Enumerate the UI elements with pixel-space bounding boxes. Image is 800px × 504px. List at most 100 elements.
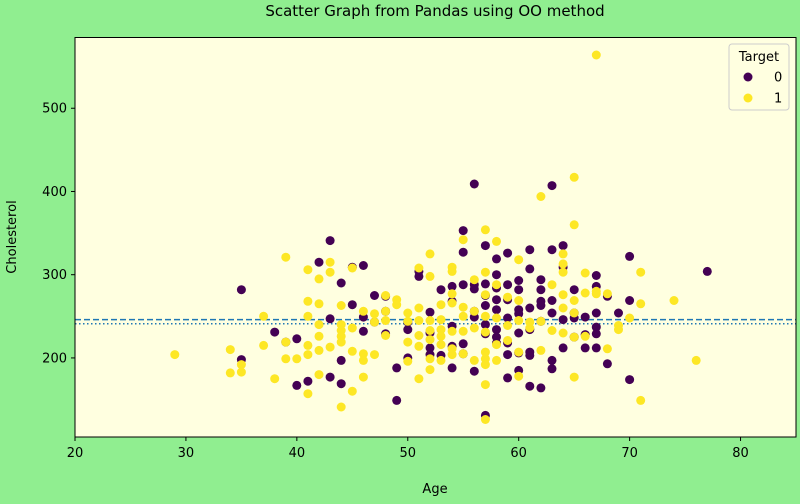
x-tick-label: 30 (178, 446, 195, 461)
point-target-1 (303, 389, 313, 399)
point-target-0 (547, 364, 557, 374)
legend: Target 0 1 (728, 43, 790, 111)
point-target-1 (314, 274, 324, 284)
point-target-1 (536, 316, 546, 326)
point-target-1 (314, 320, 324, 330)
x-tick-label: 50 (399, 446, 416, 461)
point-target-1 (358, 372, 368, 382)
point-target-1 (492, 355, 501, 365)
point-target-1 (569, 172, 579, 182)
point-target-1 (325, 267, 335, 277)
point-target-1 (536, 192, 546, 201)
point-target-1 (436, 331, 446, 341)
point-target-0 (514, 328, 524, 338)
point-target-1 (503, 292, 513, 302)
point-target-1 (458, 235, 468, 245)
point-target-1 (558, 303, 568, 313)
point-target-1 (558, 267, 568, 277)
point-target-0 (270, 327, 280, 337)
point-target-0 (525, 264, 535, 274)
point-target-1 (347, 346, 357, 356)
point-target-1 (414, 263, 424, 273)
point-target-1 (281, 354, 291, 364)
legend-box (728, 43, 790, 111)
point-target-0 (569, 285, 579, 295)
point-target-0 (336, 379, 346, 389)
x-axis-ticks: 20 30 40 50 60 70 80 (67, 437, 749, 461)
point-target-1 (447, 298, 457, 308)
y-axis-label: Cholesterol (5, 200, 20, 273)
point-target-0 (591, 329, 601, 339)
point-target-0 (492, 325, 501, 335)
point-target-1 (170, 350, 180, 360)
point-target-0 (614, 308, 623, 318)
point-target-0 (558, 343, 568, 353)
point-target-1 (281, 252, 291, 262)
point-target-1 (614, 325, 623, 335)
data-points (170, 50, 712, 424)
point-target-1 (425, 365, 435, 375)
point-target-1 (370, 350, 379, 360)
point-target-0 (503, 350, 513, 360)
point-target-1 (370, 317, 379, 327)
point-target-1 (492, 236, 501, 246)
point-target-0 (358, 261, 368, 270)
y-tick-label: 200 (42, 351, 67, 366)
point-target-1 (503, 336, 513, 345)
x-tick-label: 60 (510, 446, 527, 461)
plot-frame (74, 37, 797, 438)
point-target-1 (403, 316, 413, 326)
point-target-0 (469, 179, 479, 189)
point-target-1 (381, 316, 391, 325)
point-target-0 (591, 308, 601, 318)
point-target-1 (281, 337, 291, 347)
point-target-1 (370, 309, 379, 319)
point-target-0 (447, 281, 457, 291)
point-target-1 (347, 263, 357, 273)
point-target-1 (403, 356, 413, 366)
point-target-1 (480, 267, 490, 277)
point-target-1 (636, 299, 646, 309)
point-target-0 (469, 366, 479, 376)
point-target-1 (525, 323, 535, 333)
point-target-1 (558, 328, 568, 338)
y-tick-label: 500 (42, 102, 67, 117)
point-target-0 (325, 372, 335, 382)
point-target-0 (314, 257, 324, 267)
point-target-1 (669, 296, 679, 305)
point-target-1 (414, 331, 424, 340)
point-target-0 (525, 303, 535, 313)
point-target-0 (492, 295, 501, 305)
point-target-0 (292, 334, 302, 344)
point-target-0 (403, 325, 413, 335)
legend-title: Target (738, 50, 779, 65)
point-target-1 (580, 288, 590, 298)
point-target-0 (558, 241, 568, 251)
y-axis-ticks: 200 300 400 500 (42, 102, 75, 366)
point-target-1 (425, 354, 435, 364)
point-target-0 (514, 285, 524, 295)
point-target-1 (236, 360, 246, 370)
point-target-0 (547, 245, 557, 255)
point-target-1 (569, 308, 579, 318)
point-target-1 (259, 311, 269, 321)
point-target-1 (292, 354, 302, 364)
point-target-1 (469, 306, 479, 316)
point-target-1 (447, 266, 457, 276)
point-target-1 (569, 296, 579, 305)
point-target-1 (303, 340, 313, 350)
point-target-0 (547, 355, 557, 365)
point-target-1 (303, 350, 313, 360)
point-target-1 (414, 374, 424, 384)
point-target-1 (514, 255, 524, 265)
point-target-0 (625, 251, 635, 261)
point-target-0 (525, 381, 535, 391)
point-target-1 (547, 326, 557, 335)
point-target-1 (381, 331, 391, 340)
point-target-1 (425, 316, 435, 325)
legend-marker-0 (743, 72, 753, 82)
point-target-1 (358, 355, 368, 365)
point-target-1 (458, 349, 468, 359)
point-target-1 (480, 311, 490, 321)
